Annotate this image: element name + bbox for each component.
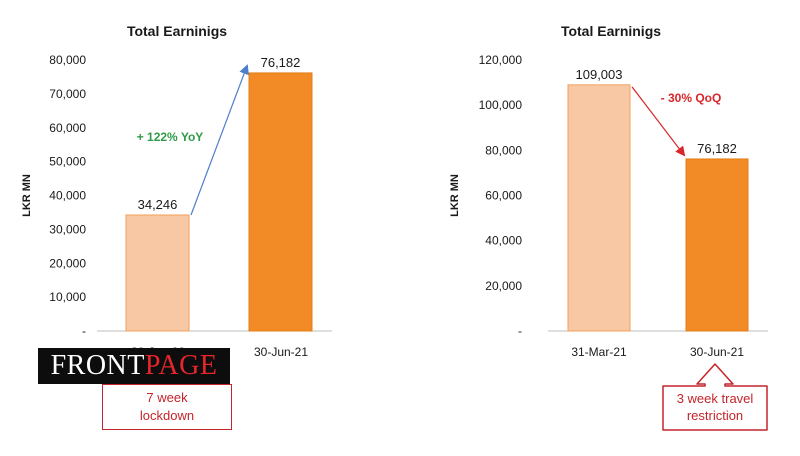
chart1-y-axis-label: LKR MN xyxy=(21,174,33,217)
chart2-bar-2 xyxy=(685,158,749,332)
travel-restriction-callout-arrow xyxy=(662,363,768,431)
chart1-change-annotation: + 122% YoY xyxy=(137,130,204,144)
chart1-y-tick-label: 80,000 xyxy=(49,53,86,67)
chart1-y-tick-label: 50,000 xyxy=(49,155,86,169)
chart1-bar-1 xyxy=(125,214,190,332)
chart2-y-tick-label: 20,000 xyxy=(485,279,522,293)
travel-restriction-callout-line1: 3 week travel xyxy=(676,391,754,406)
chart1-title: Total Earninigs xyxy=(127,23,227,39)
travel-restriction-callout: 3 week travel restriction xyxy=(664,388,766,428)
lockdown-callout-line2: lockdown xyxy=(139,408,195,423)
chart2-y-tick-label: 120,000 xyxy=(479,53,523,67)
chart1-y-tick-label: - xyxy=(82,324,86,338)
chart1-y-tick-label: 70,000 xyxy=(49,87,86,101)
chart1-y-tick-label: 40,000 xyxy=(49,189,86,203)
chart1-category-label-2: 30-Jun-21 xyxy=(254,345,308,359)
chart2-y-tick-label: 80,000 xyxy=(485,143,522,157)
chart1-value-label-1: 34,246 xyxy=(138,197,178,212)
chart2-title: Total Earninigs xyxy=(561,23,661,39)
chart1-y-tick-label: 30,000 xyxy=(49,222,86,236)
frontpage-logo-part2: PAGE xyxy=(144,350,218,381)
lockdown-callout-line1: 7 week xyxy=(146,390,188,405)
lockdown-callout: 7 week lockdown xyxy=(102,384,232,430)
chart2-y-tick-label: 40,000 xyxy=(485,234,522,248)
chart2-y-tick-label: 60,000 xyxy=(485,189,522,203)
chart2-trend-arrow xyxy=(631,86,686,157)
chart2-y-tick-label: - xyxy=(518,324,522,338)
chart1-bar-2 xyxy=(248,72,313,332)
frontpage-logo: FRONTPAGE xyxy=(38,348,230,384)
chart2-value-label-2: 76,182 xyxy=(697,141,737,156)
chart2-change-annotation: - 30% QoQ xyxy=(661,91,722,105)
chart2-value-label-1: 109,003 xyxy=(576,67,623,82)
chart2-y-tick-label: 100,000 xyxy=(479,98,523,112)
chart1-y-tick-label: 20,000 xyxy=(49,256,86,270)
travel-restriction-callout-line2: restriction xyxy=(686,408,744,423)
chart1-value-label-2: 76,182 xyxy=(261,55,301,70)
chart1-y-tick-label: 10,000 xyxy=(49,290,86,304)
chart2-bar-1 xyxy=(567,84,631,332)
chart1-trend-arrow xyxy=(190,64,249,216)
chart2-y-axis-label: LKR MN xyxy=(449,174,461,217)
chart2-category-label-1: 31-Mar-21 xyxy=(571,345,627,359)
frontpage-logo-part1: FRONT xyxy=(50,350,145,381)
chart2-category-label-2: 30-Jun-21 xyxy=(690,345,744,359)
chart1-y-tick-label: 60,000 xyxy=(49,121,86,135)
